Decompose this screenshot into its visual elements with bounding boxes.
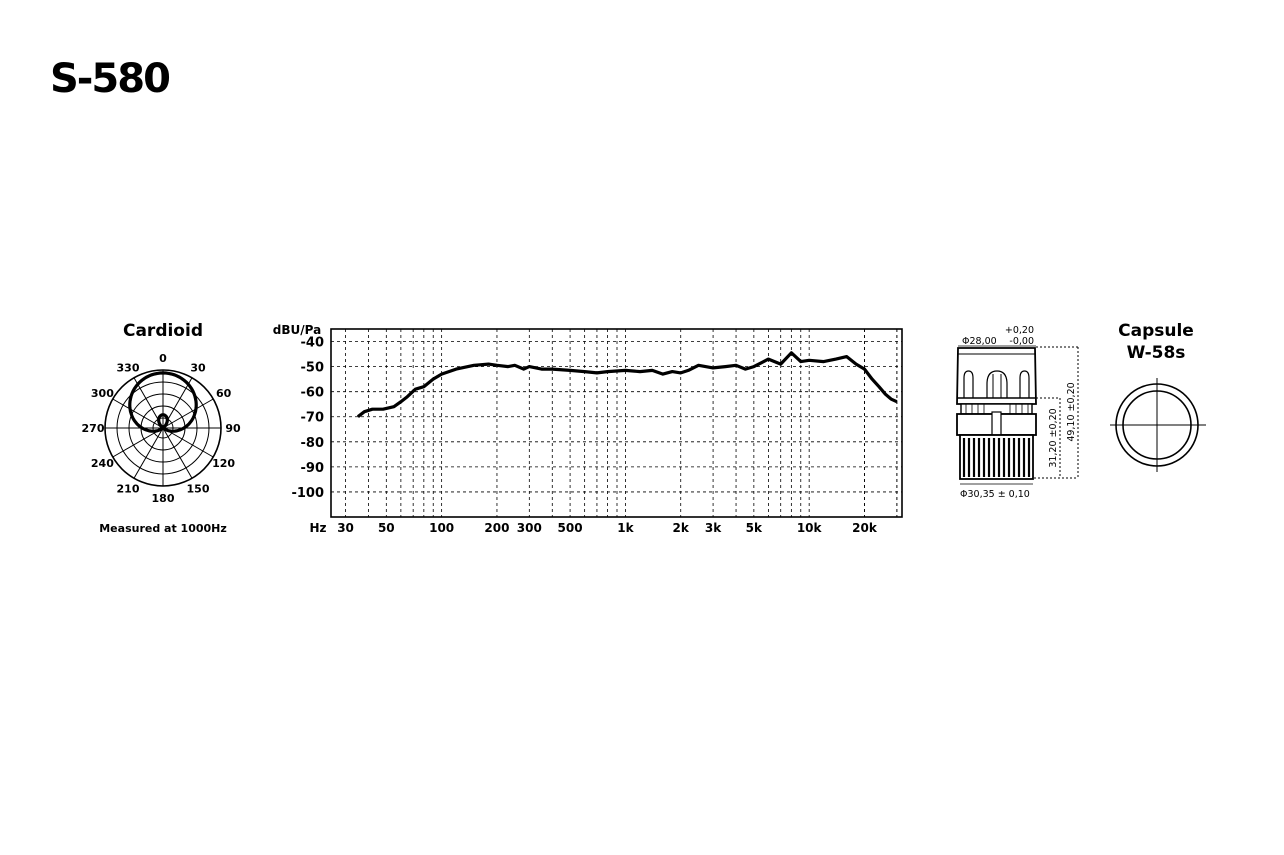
polar-angle-label: 30 (190, 361, 206, 374)
chart-y-tick-label: -60 (301, 386, 325, 401)
chart-y-tick-label: -90 (301, 461, 325, 476)
top-tolerance-minus: -0,00 (1009, 336, 1034, 347)
chart-ylabel: dBU/Pa (273, 323, 321, 337)
capsule-title-line1: Capsule (1118, 321, 1194, 341)
capsule-dimension-drawing (956, 345, 1079, 485)
polar-title: Cardioid (123, 321, 203, 341)
polar-angle-label: 60 (216, 387, 232, 400)
polar-angle-label: 120 (212, 457, 235, 470)
bottom-diameter-label: Φ30,35 ± 0,10 (960, 489, 1030, 500)
chart-y-tick-labels: -40 -50 -60 -70 -80 -90 -100 (291, 336, 324, 501)
frequency-response-line (356, 351, 898, 418)
polar-spoke (162, 398, 214, 429)
polar-spoke (112, 427, 164, 458)
chart-grid (331, 329, 902, 518)
capsule-top-cap (956, 347, 1037, 405)
chart-x-tick-label: 5k (746, 521, 763, 535)
chart-x-tick-label: 100 (429, 521, 454, 535)
polar-angle-label: 240 (91, 457, 114, 470)
polar-grid (104, 369, 222, 487)
capsule-title-line2: W-58s (1127, 343, 1186, 363)
chart-xlabel: Hz (309, 521, 326, 535)
polar-angle-label: 270 (82, 422, 105, 435)
polar-caption: Measured at 1000Hz (99, 522, 227, 535)
capsule-dimension-labels: +0,20 Φ28,00 -0,00 Φ30,35 ± 0,10 49,10 ±… (960, 325, 1077, 500)
total-height-label: 49,10 ±0,20 (1066, 382, 1077, 441)
polar-angle-label: 330 (117, 361, 140, 374)
polar-spoke (133, 427, 164, 479)
chart-x-tick-label: 2k (673, 521, 690, 535)
chart-y-tick-label: -50 (301, 361, 325, 376)
chart-y-tick-label: -70 (301, 411, 325, 426)
polar-angle-label: 210 (117, 483, 140, 496)
chart-y-tick-label: -80 (301, 436, 325, 451)
top-tolerance-plus: +0,20 (1005, 325, 1034, 336)
chart-x-tick-label: 50 (378, 521, 395, 535)
frequency-response-chart: dBU/Pa -40 -50 -60 -70 -80 -90 -100 30 50 100 200… (273, 323, 903, 535)
polar-angle-label: 180 (152, 492, 175, 505)
chart-y-tick-label: -40 (301, 336, 325, 351)
polar-cardioid-curve (128, 371, 198, 433)
top-diameter-label: Φ28,00 (962, 336, 997, 347)
chart-x-tick-label: 300 (517, 521, 542, 535)
polar-spoke (112, 398, 164, 429)
capsule-slot-center (986, 370, 1008, 398)
chart-x-tick-label: 1k (617, 521, 634, 535)
chart-x-tick-label: 10k (797, 521, 823, 535)
polar-angle-label: 90 (225, 422, 241, 435)
partial-height-label: 31,20 ±0,20 (1048, 408, 1059, 467)
polar-angle-label: 300 (91, 387, 114, 400)
chart-x-tick-labels: 30 50 100 200 300 500 1k 2k 3k 5k 10k 20k (337, 521, 878, 535)
chart-y-tick-label: -100 (291, 486, 324, 501)
chart-x-tick-label: 200 (484, 521, 509, 535)
chart-x-tick-label: 500 (558, 521, 583, 535)
polar-spoke (162, 427, 214, 458)
chart-frame (330, 328, 903, 518)
polar-angle-label: 150 (187, 483, 210, 496)
capsule-slot (1019, 370, 1030, 398)
capsule-front-view: Capsule W-58s (1110, 321, 1206, 472)
capsule-slot (963, 370, 974, 398)
polar-angle-label: 0 (159, 352, 167, 365)
chart-x-tick-label: 20k (852, 521, 878, 535)
chart-x-tick-label: 30 (337, 521, 354, 535)
polar-spoke (162, 427, 193, 479)
product-title: S-580 (50, 56, 171, 102)
capsule-knurled-body (959, 434, 1034, 480)
chart-x-tick-label: 3k (705, 521, 722, 535)
